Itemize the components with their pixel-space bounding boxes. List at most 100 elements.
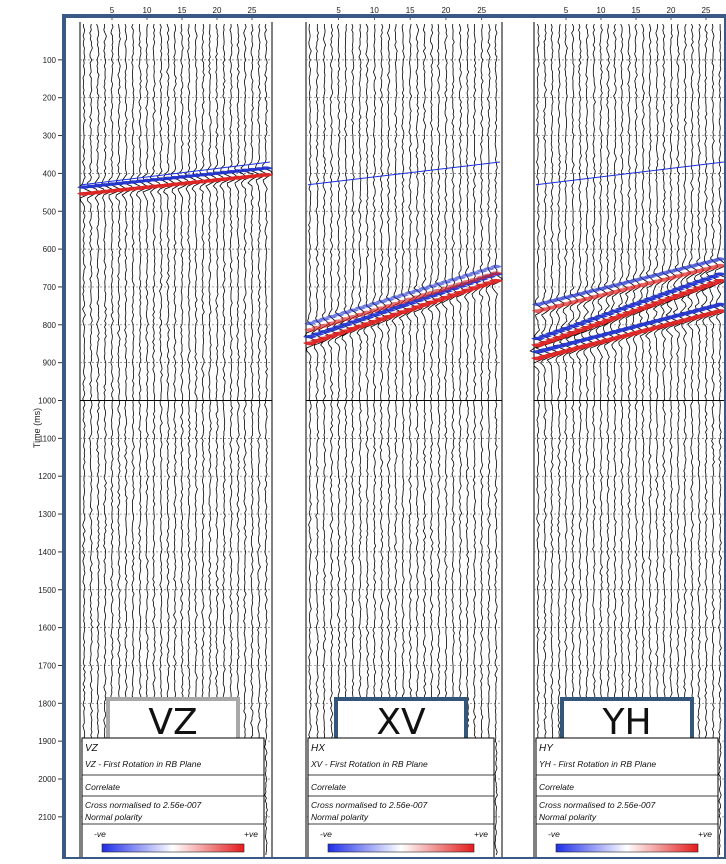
polarity-scale-negative: -ve	[94, 829, 106, 839]
trace	[705, 23, 723, 856]
polarity-scale-positive: +ve	[244, 829, 258, 839]
wavelet-positive	[404, 297, 416, 302]
wavelet-positive	[331, 331, 346, 336]
wavelet-positive	[374, 317, 389, 322]
wavelet-negative	[454, 275, 467, 280]
info-method: Correlate	[539, 782, 574, 792]
wavelet-positive	[559, 333, 573, 338]
wavelet-negative	[692, 279, 706, 284]
wavelet-positive	[489, 278, 503, 283]
wavelet-positive	[447, 284, 459, 289]
wavelet-positive	[629, 308, 643, 313]
wavelet-positive	[699, 283, 713, 288]
wavelet-negative	[440, 280, 452, 284]
wavelet-negative	[636, 299, 650, 304]
wavelet-positive	[657, 298, 671, 303]
trace	[304, 23, 318, 856]
wavelet-positive	[531, 343, 545, 348]
wavelet-positive	[311, 325, 323, 330]
wavelet-positive	[671, 293, 685, 298]
x-tick-label: 10	[143, 6, 152, 15]
panel-vz: 5 10 15 20 25 VZ VZ VZ - First Rotation in RB P…	[77, 6, 274, 860]
wavelet-positive	[396, 310, 410, 315]
wavelet-positive	[375, 306, 388, 311]
trace	[254, 23, 268, 856]
trace	[478, 23, 488, 856]
trace	[94, 23, 106, 856]
panel-yh: 5 10 15 20 25 YH HY YH - First Rotation in RB P…	[529, 6, 726, 860]
info-method: Correlate	[85, 782, 120, 792]
wavelet-positive	[615, 313, 629, 318]
wavelet-positive	[403, 307, 418, 312]
wavelet-negative	[447, 277, 459, 282]
wavelet-positive	[318, 323, 331, 328]
wavelet-negative	[367, 313, 382, 317]
y-tick-label: 800	[43, 321, 57, 330]
wavelet-positive	[432, 288, 445, 293]
info-method: Correlate	[311, 782, 346, 792]
wavelet-positive	[594, 320, 608, 325]
y-tick-label: 1600	[38, 624, 56, 633]
wavelet-negative	[390, 295, 402, 299]
wavelet-positive	[713, 278, 726, 283]
polarity-colorbar	[555, 843, 699, 853]
trace	[552, 23, 569, 856]
info-box-frame	[81, 737, 265, 860]
wavelet-negative	[559, 326, 573, 331]
wavelet-negative	[361, 304, 374, 308]
wavelet-positive	[573, 328, 587, 333]
wavelet-positive	[587, 323, 601, 328]
y-tick-label: 1200	[38, 472, 56, 481]
x-tick-label: 15	[406, 6, 415, 15]
wavelet-positive	[361, 310, 374, 315]
wavelet-positive	[418, 293, 431, 298]
wavelet-negative	[587, 316, 601, 321]
wavelet-negative	[404, 291, 416, 295]
wavelet-positive	[664, 296, 678, 301]
wavelet-negative	[643, 297, 657, 301]
wavelet-negative	[483, 266, 495, 271]
component-badge-label: YH	[601, 702, 651, 743]
x-tick-label: 25	[477, 6, 486, 15]
info-polarity: Normal polarity	[539, 812, 597, 822]
events	[303, 264, 503, 346]
wavelet-negative	[304, 321, 316, 326]
wavelet-negative	[259, 166, 273, 170]
wavelet-positive	[446, 293, 461, 298]
wavelet-positive	[580, 325, 594, 330]
y-tick-label: 1100	[39, 434, 57, 443]
wavelet-positive	[481, 281, 496, 286]
component-badge-label: XV	[376, 702, 426, 743]
wavelet-positive	[390, 301, 402, 306]
y-tick-label: 300	[43, 132, 57, 141]
y-tick-label: 600	[43, 245, 57, 254]
wavelet-negative	[545, 331, 559, 336]
wavelet-negative	[594, 314, 608, 318]
wavelet-positive	[678, 291, 692, 296]
y-tick-label: 700	[43, 283, 57, 292]
info-title: VZ	[85, 743, 99, 754]
wavelet-positive	[483, 273, 495, 278]
trace	[529, 23, 548, 856]
wavelet-positive	[417, 302, 432, 307]
wavelet-positive	[397, 299, 409, 304]
wavelet-positive	[650, 301, 664, 306]
info-box-frame	[307, 737, 495, 860]
wavelet-negative	[397, 293, 409, 297]
y-tick-label: 2100	[38, 813, 56, 822]
y-tick-label: 200	[43, 94, 57, 103]
wavelet-negative	[490, 264, 502, 269]
component-badge-label: VZ	[148, 702, 197, 743]
wavelet-negative	[303, 334, 317, 339]
wavelet-negative	[461, 273, 474, 278]
wavelet-positive	[317, 336, 332, 341]
polarity-scale-positive: +ve	[698, 829, 712, 839]
wavelet-negative	[432, 282, 445, 286]
wavelet-positive	[347, 314, 359, 319]
wavelet-negative	[375, 299, 388, 304]
wavelet-negative	[324, 327, 339, 332]
wavelet-positive	[411, 295, 424, 300]
x-tick-label: 20	[213, 6, 222, 15]
polarity-scale-negative: -ve	[320, 829, 332, 839]
